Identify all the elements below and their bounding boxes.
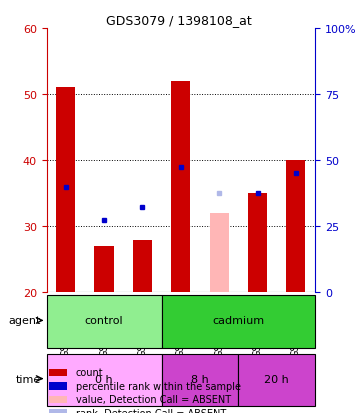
- Text: cadmium: cadmium: [212, 316, 265, 325]
- FancyBboxPatch shape: [238, 354, 315, 406]
- Text: 0 h: 0 h: [95, 374, 113, 384]
- Text: rank, Detection Call = ABSENT: rank, Detection Call = ABSENT: [76, 408, 226, 413]
- FancyBboxPatch shape: [47, 354, 161, 406]
- Bar: [248, 194, 267, 293]
- Text: 8 h: 8 h: [191, 374, 209, 384]
- Bar: [133, 240, 152, 293]
- Bar: [56, 88, 75, 293]
- Text: 20 h: 20 h: [264, 374, 289, 384]
- Bar: [49, 369, 67, 376]
- FancyBboxPatch shape: [47, 296, 161, 348]
- Text: count: count: [76, 368, 103, 377]
- Bar: [95, 247, 114, 293]
- FancyBboxPatch shape: [161, 354, 238, 406]
- Bar: [171, 82, 190, 293]
- Text: percentile rank within the sample: percentile rank within the sample: [76, 381, 241, 391]
- Bar: [49, 382, 67, 390]
- Text: time: time: [15, 374, 41, 384]
- Bar: [49, 409, 67, 413]
- Bar: [209, 214, 229, 293]
- Bar: [49, 396, 67, 403]
- Bar: [286, 161, 305, 293]
- Text: agent: agent: [8, 316, 41, 325]
- Text: control: control: [85, 316, 124, 325]
- Text: GDS3079 / 1398108_at: GDS3079 / 1398108_at: [106, 14, 252, 27]
- FancyBboxPatch shape: [161, 296, 315, 348]
- Text: value, Detection Call = ABSENT: value, Detection Call = ABSENT: [76, 394, 231, 404]
